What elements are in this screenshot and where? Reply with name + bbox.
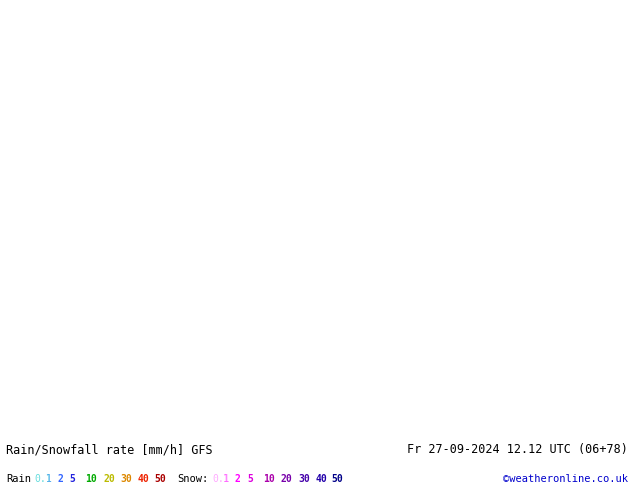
Text: 50: 50 [332, 474, 344, 484]
Text: 1: 1 [223, 474, 229, 484]
Text: 30: 30 [298, 474, 310, 484]
Text: 1: 1 [46, 474, 51, 484]
Text: Fr 27-09-2024 12.12 UTC (06+78): Fr 27-09-2024 12.12 UTC (06+78) [407, 443, 628, 456]
Text: Rain/Snowfall rate [mm/h] GFS: Rain/Snowfall rate [mm/h] GFS [6, 443, 213, 456]
Text: 10: 10 [263, 474, 275, 484]
Text: 40: 40 [138, 474, 150, 484]
Text: Snow:: Snow: [178, 474, 209, 484]
Text: 20: 20 [103, 474, 115, 484]
Text: 20: 20 [281, 474, 293, 484]
Text: 2: 2 [57, 474, 63, 484]
Text: 5: 5 [247, 474, 253, 484]
Text: 0.1: 0.1 [35, 474, 53, 484]
Text: ©weatheronline.co.uk: ©weatheronline.co.uk [503, 474, 628, 484]
Text: 2: 2 [235, 474, 240, 484]
Text: 0.1: 0.1 [212, 474, 230, 484]
Text: 10: 10 [86, 474, 98, 484]
Text: 5: 5 [70, 474, 75, 484]
Text: 30: 30 [120, 474, 133, 484]
Text: 40: 40 [315, 474, 327, 484]
Text: 50: 50 [154, 474, 166, 484]
Text: Rain: Rain [6, 474, 31, 484]
